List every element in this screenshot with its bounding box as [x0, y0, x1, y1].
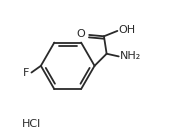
Text: F: F: [22, 68, 29, 78]
Text: NH₂: NH₂: [120, 51, 141, 61]
Text: HCl: HCl: [22, 119, 41, 129]
Text: OH: OH: [119, 25, 136, 35]
Text: O: O: [76, 29, 85, 39]
